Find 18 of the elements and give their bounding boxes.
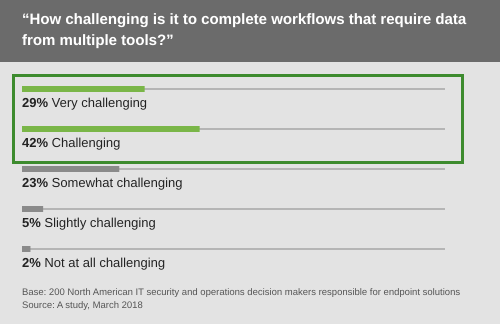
bar bbox=[22, 166, 120, 172]
data-label: 2% bbox=[22, 255, 42, 270]
bar bbox=[22, 246, 30, 252]
y-tick-label: Somewhat challenging bbox=[48, 175, 182, 190]
bar bbox=[22, 206, 44, 212]
y-tick-label: Challenging bbox=[48, 135, 120, 150]
text: Base: 200 North American IT security and operations decision makers responsible for endpoint solutions bbox=[22, 286, 462, 299]
y-tick-label: Not at all challenging bbox=[40, 255, 166, 270]
data-label: 42% bbox=[22, 135, 48, 150]
chart-title: “How challenging is it to complete workflows that require data from multiple tools?” bbox=[22, 10, 468, 51]
y-tick-label: Very challenging bbox=[48, 95, 148, 110]
bar bbox=[22, 126, 200, 132]
bar bbox=[22, 86, 145, 92]
data-label: 5% bbox=[22, 215, 42, 230]
y-tick-label: Slightly challenging bbox=[40, 215, 156, 230]
data-label: 29% bbox=[22, 95, 48, 110]
source-note: Source: A study, March 2018 bbox=[22, 299, 144, 312]
data-label: 23% bbox=[22, 175, 48, 190]
